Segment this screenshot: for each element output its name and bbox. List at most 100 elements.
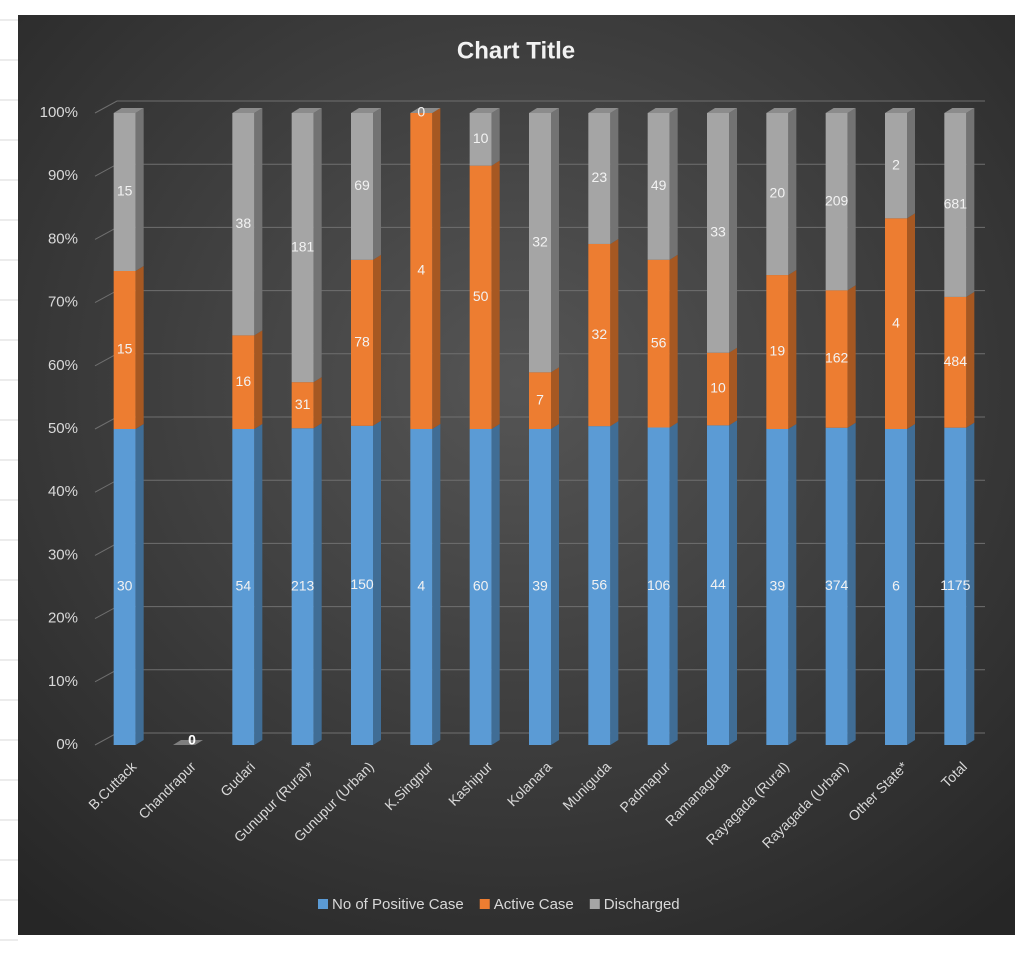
bar-top xyxy=(588,108,619,113)
y-tick-label: 40% xyxy=(48,483,78,500)
bar-side xyxy=(966,108,975,297)
bar-side xyxy=(610,421,619,745)
bar-side xyxy=(313,108,322,383)
bar-side xyxy=(729,347,737,426)
bar-side xyxy=(729,108,737,353)
data-label: 15 xyxy=(117,341,133,357)
bar-segment xyxy=(825,290,848,428)
data-label: 162 xyxy=(825,350,849,366)
data-label: 78 xyxy=(354,334,370,350)
bar-side xyxy=(135,424,144,745)
bar-segment xyxy=(707,352,729,426)
bar-segment xyxy=(885,113,907,219)
bar-segment xyxy=(825,427,848,745)
bar-top xyxy=(410,108,441,113)
y-tick-label: 80% xyxy=(48,230,78,247)
bar-side xyxy=(729,420,737,745)
bar-segment xyxy=(707,113,729,353)
data-label: 213 xyxy=(291,577,315,593)
bar-top xyxy=(113,108,144,113)
y-tick-label: 20% xyxy=(48,610,78,627)
data-label: 16 xyxy=(236,373,252,389)
data-label: 209 xyxy=(825,192,849,208)
data-label: 38 xyxy=(236,215,252,231)
bar-top xyxy=(529,108,559,113)
bar-top xyxy=(469,108,500,113)
bar-segment xyxy=(232,335,255,429)
bar-top xyxy=(173,740,203,745)
data-label: 10 xyxy=(710,380,726,396)
bar-side xyxy=(669,254,678,428)
bar-segment xyxy=(707,425,729,745)
bar-side xyxy=(907,108,915,219)
bar-segment xyxy=(825,113,848,291)
data-label: 6 xyxy=(892,578,900,594)
bar-side xyxy=(966,291,975,428)
legend-swatch xyxy=(479,899,490,909)
bar-side xyxy=(847,108,856,291)
y-tick-label: 60% xyxy=(48,357,78,374)
bar-side xyxy=(847,422,856,745)
bar-side xyxy=(432,108,441,429)
bar-segment xyxy=(232,429,255,745)
bar-side xyxy=(373,420,381,745)
bar-side xyxy=(254,424,263,745)
bar-segment xyxy=(588,426,611,745)
bar-side xyxy=(373,108,381,260)
data-label: 69 xyxy=(354,177,370,193)
bar-segment xyxy=(291,382,314,429)
bar-side xyxy=(491,108,500,166)
bar-side xyxy=(907,424,915,745)
grid-line xyxy=(94,100,985,114)
data-label: 150 xyxy=(350,576,374,592)
bar-side xyxy=(669,108,678,260)
data-label: 54 xyxy=(236,578,252,594)
bar-top xyxy=(647,108,678,113)
data-label: 60 xyxy=(473,578,489,594)
bar-top xyxy=(885,108,915,113)
y-tick-label: 10% xyxy=(48,673,78,690)
bar-side xyxy=(135,266,144,429)
legend: No of Positive Case Active Case Discharged xyxy=(318,896,680,913)
bar-segment xyxy=(885,429,907,745)
bar-side xyxy=(788,270,797,429)
data-label: 44 xyxy=(710,576,726,592)
bar-segment xyxy=(410,429,433,745)
data-label: 484 xyxy=(944,353,968,369)
data-label: 181 xyxy=(291,238,315,254)
data-label: 15 xyxy=(117,183,133,199)
bar-segment xyxy=(351,113,373,260)
bar-side xyxy=(610,238,619,427)
bar-side xyxy=(432,424,441,745)
data-label: 19 xyxy=(770,343,786,359)
bar-segment xyxy=(529,113,551,373)
data-label: 2 xyxy=(892,156,900,172)
bar-segment xyxy=(410,113,433,429)
bar-side xyxy=(313,423,322,745)
bar-segment xyxy=(588,243,611,427)
bar-top xyxy=(766,108,797,113)
data-label: 1175 xyxy=(940,577,970,593)
data-label: 681 xyxy=(944,196,968,212)
bar-segment xyxy=(113,271,136,429)
bar-side xyxy=(788,424,797,745)
y-tick-label: 70% xyxy=(48,294,78,311)
bar-top xyxy=(232,108,263,113)
data-label: 0 xyxy=(417,104,425,120)
bar-segment xyxy=(232,113,255,336)
bar-segment xyxy=(469,429,492,745)
data-label: 33 xyxy=(710,224,726,240)
bar-side xyxy=(373,254,381,426)
bar-top xyxy=(825,108,856,113)
bar-side xyxy=(491,160,500,429)
data-label: 4 xyxy=(417,262,425,278)
data-label: 4 xyxy=(417,578,425,594)
data-label: 4 xyxy=(892,314,900,330)
data-label: 30 xyxy=(117,578,133,594)
bar-side xyxy=(135,108,144,271)
bar-side xyxy=(551,108,559,373)
bar-segment xyxy=(588,113,611,244)
bar-side xyxy=(907,213,915,429)
bar-top xyxy=(707,108,737,113)
